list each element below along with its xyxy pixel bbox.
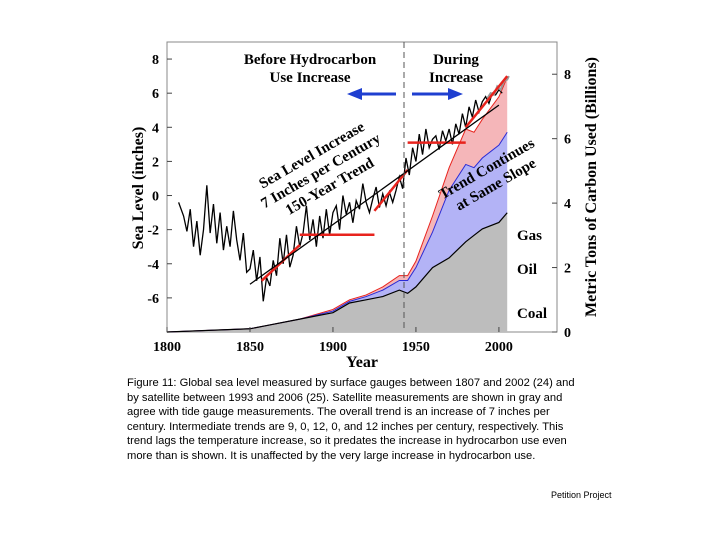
annotation-during-line1: During (433, 52, 479, 68)
annotation-during-line2: Increase (429, 70, 483, 86)
oil-area (167, 132, 508, 332)
footer-text: Petition Project (551, 490, 612, 500)
figure-caption: Figure 11: Global sea level measured by … (127, 377, 575, 462)
right-tick-label-4: 4 (564, 197, 571, 212)
right-tick-label-2: 2 (564, 262, 571, 277)
sea-level-chart: Before Hydrocarbon Use Increase During I… (130, 41, 600, 371)
legend-oil: Oil (517, 262, 537, 278)
sea-level-lines (178, 75, 510, 302)
right-tick-label-6: 6 (564, 133, 571, 148)
x-tick-label-1950: 1950 (402, 340, 430, 355)
left-tick-label--2: -2 (147, 224, 159, 239)
right-tick-label-8: 8 (564, 68, 571, 83)
x-tick-label-1900: 1900 (319, 340, 347, 355)
right-arrow (412, 88, 463, 100)
left-arrow (347, 88, 396, 100)
annotation-before-line1: Before Hydrocarbon (244, 52, 377, 68)
y-axis-label-left: Sea Level (inches) (130, 127, 147, 250)
legend-gas: Gas (517, 228, 542, 244)
coal-area (167, 212, 508, 332)
intermediate-trend-segment-5 (464, 75, 509, 129)
left-tick-label-8: 8 (152, 53, 159, 68)
trend-annotation: Sea Level Increase 7 Inches per Century … (257, 119, 384, 219)
series-sea-level-tide-gauges- (178, 88, 503, 302)
x-tick-label-1800: 1800 (153, 340, 181, 355)
left-tick-label--4: -4 (147, 258, 159, 273)
left-tick-label--6: -6 (147, 292, 159, 307)
x-axis-label: Year (346, 354, 378, 371)
left-tick-label-6: 6 (152, 87, 159, 102)
coal-line (166, 212, 508, 333)
left-axis-ticks: 8 6 4 2 0 -2 -4 -6 (147, 53, 172, 307)
x-axis-ticks: 1800 1850 1900 1950 2000 (153, 327, 513, 355)
y-axis-label-right: Metric Tons of Carbon Used (Billions) (583, 57, 600, 317)
right-axis-ticks: 8 6 4 2 0 (552, 68, 571, 341)
left-tick-label-4: 4 (152, 121, 159, 136)
left-tick-label-2: 2 (152, 155, 159, 170)
x-tick-label-1850: 1850 (236, 340, 264, 355)
intermediate-trend-segment-3 (373, 169, 409, 212)
carbon-use-areas (166, 77, 508, 333)
series-150-year-trend (249, 104, 500, 285)
annotation-before-line2: Use Increase (270, 70, 351, 86)
legend-coal: Coal (517, 306, 547, 322)
x-tick-label-2000: 2000 (485, 340, 513, 355)
gas-area (167, 77, 508, 332)
right-tick-label-0: 0 (564, 326, 571, 341)
left-tick-label-0: 0 (152, 190, 159, 205)
